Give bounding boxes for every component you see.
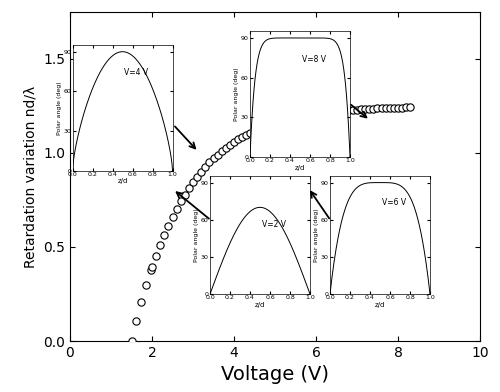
Point (263, 122, 271, 129)
Point (292, 114, 300, 121)
Text: V=2 V: V=2 V (262, 220, 286, 229)
Point (206, 159, 214, 165)
Point (320, 110, 328, 116)
X-axis label: z/d: z/d (255, 302, 265, 308)
Point (304, 112, 312, 118)
Point (382, 105, 390, 111)
Point (374, 105, 382, 112)
Point (398, 104, 406, 111)
Point (370, 105, 378, 112)
Y-axis label: Polar angle (deg): Polar angle (deg) (194, 209, 200, 262)
Point (197, 169, 205, 175)
Point (284, 116, 292, 123)
X-axis label: Voltage (V): Voltage (V) (221, 365, 329, 385)
X-axis label: z/d: z/d (118, 178, 128, 184)
Point (164, 222, 172, 229)
Y-axis label: Retardation variation nd/λ: Retardation variation nd/λ (24, 85, 38, 267)
Point (390, 105, 398, 111)
Point (189, 179, 197, 185)
X-axis label: z/d: z/d (375, 302, 385, 308)
Point (238, 134, 246, 140)
Point (275, 118, 283, 125)
Point (156, 242, 164, 248)
Point (152, 253, 160, 259)
Y-axis label: Polar angle (deg): Polar angle (deg) (234, 67, 240, 121)
Point (386, 105, 394, 111)
Point (406, 104, 414, 111)
Point (230, 139, 238, 145)
Point (147, 267, 155, 273)
Point (312, 111, 320, 117)
Point (324, 109, 332, 115)
Point (148, 264, 156, 270)
Point (378, 105, 386, 111)
Point (222, 145, 230, 151)
Point (185, 185, 193, 191)
Point (172, 206, 180, 212)
Point (138, 299, 145, 305)
Point (357, 106, 365, 113)
Text: V=8 V: V=8 V (302, 55, 326, 64)
Point (242, 131, 250, 138)
Point (366, 106, 374, 112)
Point (402, 104, 410, 111)
Point (308, 111, 316, 118)
Point (128, 338, 136, 344)
Point (234, 136, 242, 142)
Point (210, 155, 218, 162)
Point (279, 117, 287, 123)
Point (328, 109, 336, 115)
Point (332, 108, 340, 114)
Point (160, 232, 168, 238)
Point (288, 115, 296, 122)
Point (267, 121, 275, 127)
Point (336, 108, 344, 114)
Point (246, 129, 254, 136)
Text: V=6 V: V=6 V (382, 198, 406, 207)
Point (300, 113, 308, 119)
Point (193, 174, 201, 180)
Point (258, 124, 266, 130)
Y-axis label: Polar angle (deg): Polar angle (deg) (57, 81, 62, 134)
Y-axis label: Polar angle (deg): Polar angle (deg) (314, 209, 320, 262)
Point (394, 105, 402, 111)
Point (349, 107, 357, 113)
Point (353, 107, 361, 113)
Point (214, 151, 222, 158)
X-axis label: z/d: z/d (295, 165, 305, 171)
Point (250, 127, 258, 134)
Point (168, 214, 176, 220)
Point (254, 126, 262, 132)
Point (271, 120, 279, 126)
Point (340, 107, 348, 114)
Text: V=4 V: V=4 V (124, 69, 148, 78)
Point (296, 114, 304, 120)
Point (181, 191, 189, 198)
Point (132, 318, 140, 324)
Point (202, 164, 209, 170)
Point (142, 282, 150, 289)
Point (345, 107, 353, 113)
Point (316, 110, 324, 116)
Point (176, 198, 184, 205)
Point (218, 148, 226, 154)
Point (361, 106, 369, 112)
Point (226, 142, 234, 148)
